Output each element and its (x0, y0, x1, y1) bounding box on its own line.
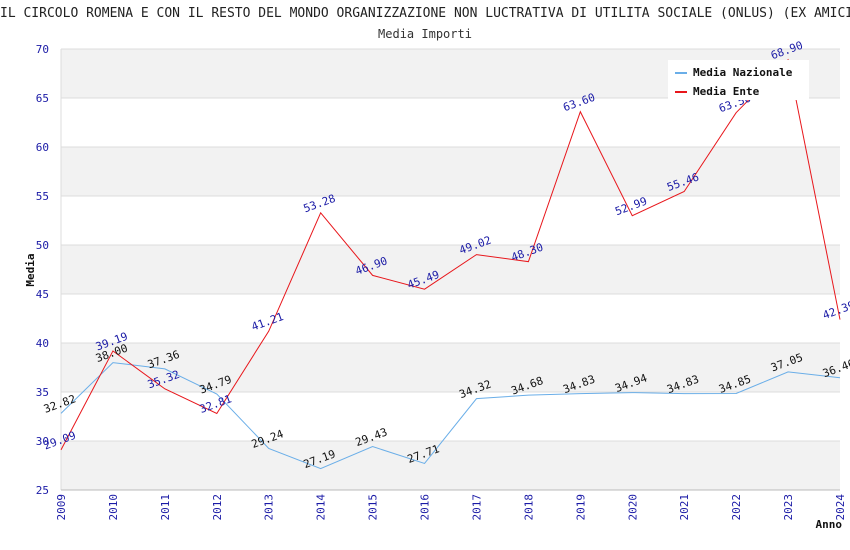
x-tick-label: 2015 (367, 494, 380, 521)
y-tick-label: 35 (36, 386, 49, 399)
x-tick-label: 2014 (315, 494, 328, 521)
y-axis-ticks: 25 30 35 40 45 50 55 60 65 70 (36, 43, 49, 497)
chart-subtitle: Media Importi (378, 27, 472, 41)
x-tick-label: 2010 (107, 494, 120, 521)
data-label: 41.21 (250, 310, 286, 334)
x-tick-label: 2016 (419, 494, 432, 521)
x-tick-label: 2021 (678, 494, 691, 521)
grid-band (61, 245, 840, 294)
x-tick-label: 2023 (782, 494, 795, 521)
y-tick-label: 50 (36, 239, 49, 252)
legend-entry: Media Ente (693, 85, 760, 98)
x-tick-label: 2019 (574, 494, 587, 521)
x-tick-label: 2022 (730, 494, 743, 521)
x-tick-label: 2024 (834, 494, 847, 521)
legend-entry: Media Nazionale (693, 66, 793, 79)
y-axis-label: Media (24, 253, 37, 286)
grid-band (61, 343, 840, 392)
x-tick-label: 2017 (470, 494, 483, 521)
series-lines (60, 58, 841, 470)
y-tick-label: 40 (36, 337, 49, 350)
x-axis-ticks: 2009 2010 2011 2012 2013 2014 2015 2016 2017 2018… (55, 494, 847, 521)
y-tick-label: 70 (36, 43, 49, 56)
grid-bands (61, 49, 840, 490)
x-tick-label: 2012 (211, 494, 224, 521)
legend: Media Nazionale Media Ente (668, 60, 809, 100)
y-tick-label: 25 (36, 484, 49, 497)
series-line-media-nazionale (60, 362, 841, 470)
x-tick-label: 2013 (263, 494, 276, 521)
y-tick-label: 60 (36, 141, 49, 154)
x-axis-label: Anno (816, 518, 843, 531)
x-tick-label: 2020 (626, 494, 639, 521)
data-label: 52.99 (613, 195, 649, 219)
grid-band (61, 441, 840, 490)
series-line-media-ente (60, 58, 841, 451)
y-tick-label: 45 (36, 288, 49, 301)
chart-title: IL CIRCOLO ROMENA E CON IL RESTO DEL MON… (0, 6, 850, 21)
legend-box (668, 60, 809, 100)
y-tick-label: 55 (36, 190, 49, 203)
x-tick-label: 2011 (159, 494, 172, 521)
grid-band (61, 147, 840, 196)
x-tick-label: 2018 (522, 494, 535, 521)
y-tick-label: 65 (36, 92, 49, 105)
data-label: 42.39 (821, 299, 850, 323)
x-tick-label: 2009 (55, 494, 68, 521)
y-tick-label: 30 (36, 435, 49, 448)
